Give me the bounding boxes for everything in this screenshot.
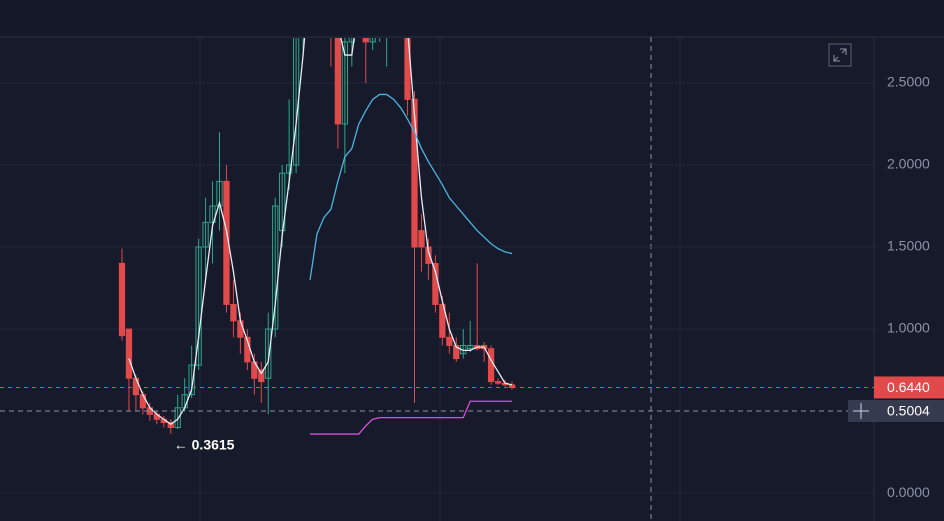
- candle-body: [285, 164, 293, 174]
- candle-body: [418, 230, 425, 248]
- candle-body: [174, 407, 181, 428]
- candle-body: [334, 38, 342, 125]
- candle-body: [132, 377, 140, 396]
- candle-body: [369, 38, 376, 43]
- indicator-line: [128, 38, 513, 425]
- candle-body: [195, 246, 202, 366]
- candle-body: [341, 41, 349, 125]
- y-tick-label: 1.5000: [887, 238, 930, 254]
- crosshair-price-label: 0.5004: [887, 403, 930, 419]
- fullscreen-icon[interactable]: [833, 48, 847, 62]
- candle-body: [432, 262, 439, 305]
- top-bar: [0, 0, 944, 37]
- candle-body: [494, 381, 502, 384]
- candle-body: [487, 348, 495, 383]
- candle-body: [446, 336, 453, 346]
- candle-body: [237, 320, 244, 338]
- candle-body: [209, 205, 216, 223]
- y-tick-label: 2.0000: [887, 156, 930, 172]
- candle-body: [467, 344, 474, 350]
- candle-body: [272, 205, 279, 330]
- candle-body: [188, 364, 195, 396]
- candle-body: [404, 38, 411, 100]
- v-grid: [199, 37, 681, 521]
- candle-body: [216, 180, 223, 207]
- fullscreen-frame[interactable]: [828, 43, 852, 67]
- candle-body: [230, 303, 237, 322]
- candle-body: [348, 38, 355, 43]
- y-tick-label: 0.0000: [887, 484, 930, 500]
- candle-body: [362, 38, 369, 43]
- candle-body: [167, 422, 174, 428]
- last-price-label: 0.6440: [887, 379, 930, 395]
- candle-body: [139, 394, 147, 409]
- candle-body: [125, 328, 133, 379]
- y-tick-label: 2.5000: [887, 74, 930, 90]
- fullscreen-button[interactable]: [828, 43, 852, 67]
- last-price-box: [874, 376, 944, 399]
- indicator-line: [309, 93, 513, 280]
- candle-body: [118, 262, 126, 337]
- y-tick-label: 1.0000: [887, 320, 930, 336]
- indicator-line: [310, 400, 512, 435]
- candle-body: [258, 369, 265, 383]
- plot-area: [118, 38, 516, 435]
- candle-body: [439, 303, 446, 338]
- candle-body: [265, 328, 272, 379]
- candle-body: [411, 98, 418, 248]
- crosshair-plus-icon: [853, 403, 869, 420]
- low-marker-label: ← 0.3615: [174, 437, 235, 453]
- candle-body: [202, 221, 209, 248]
- crosshair-price-box: [874, 400, 944, 423]
